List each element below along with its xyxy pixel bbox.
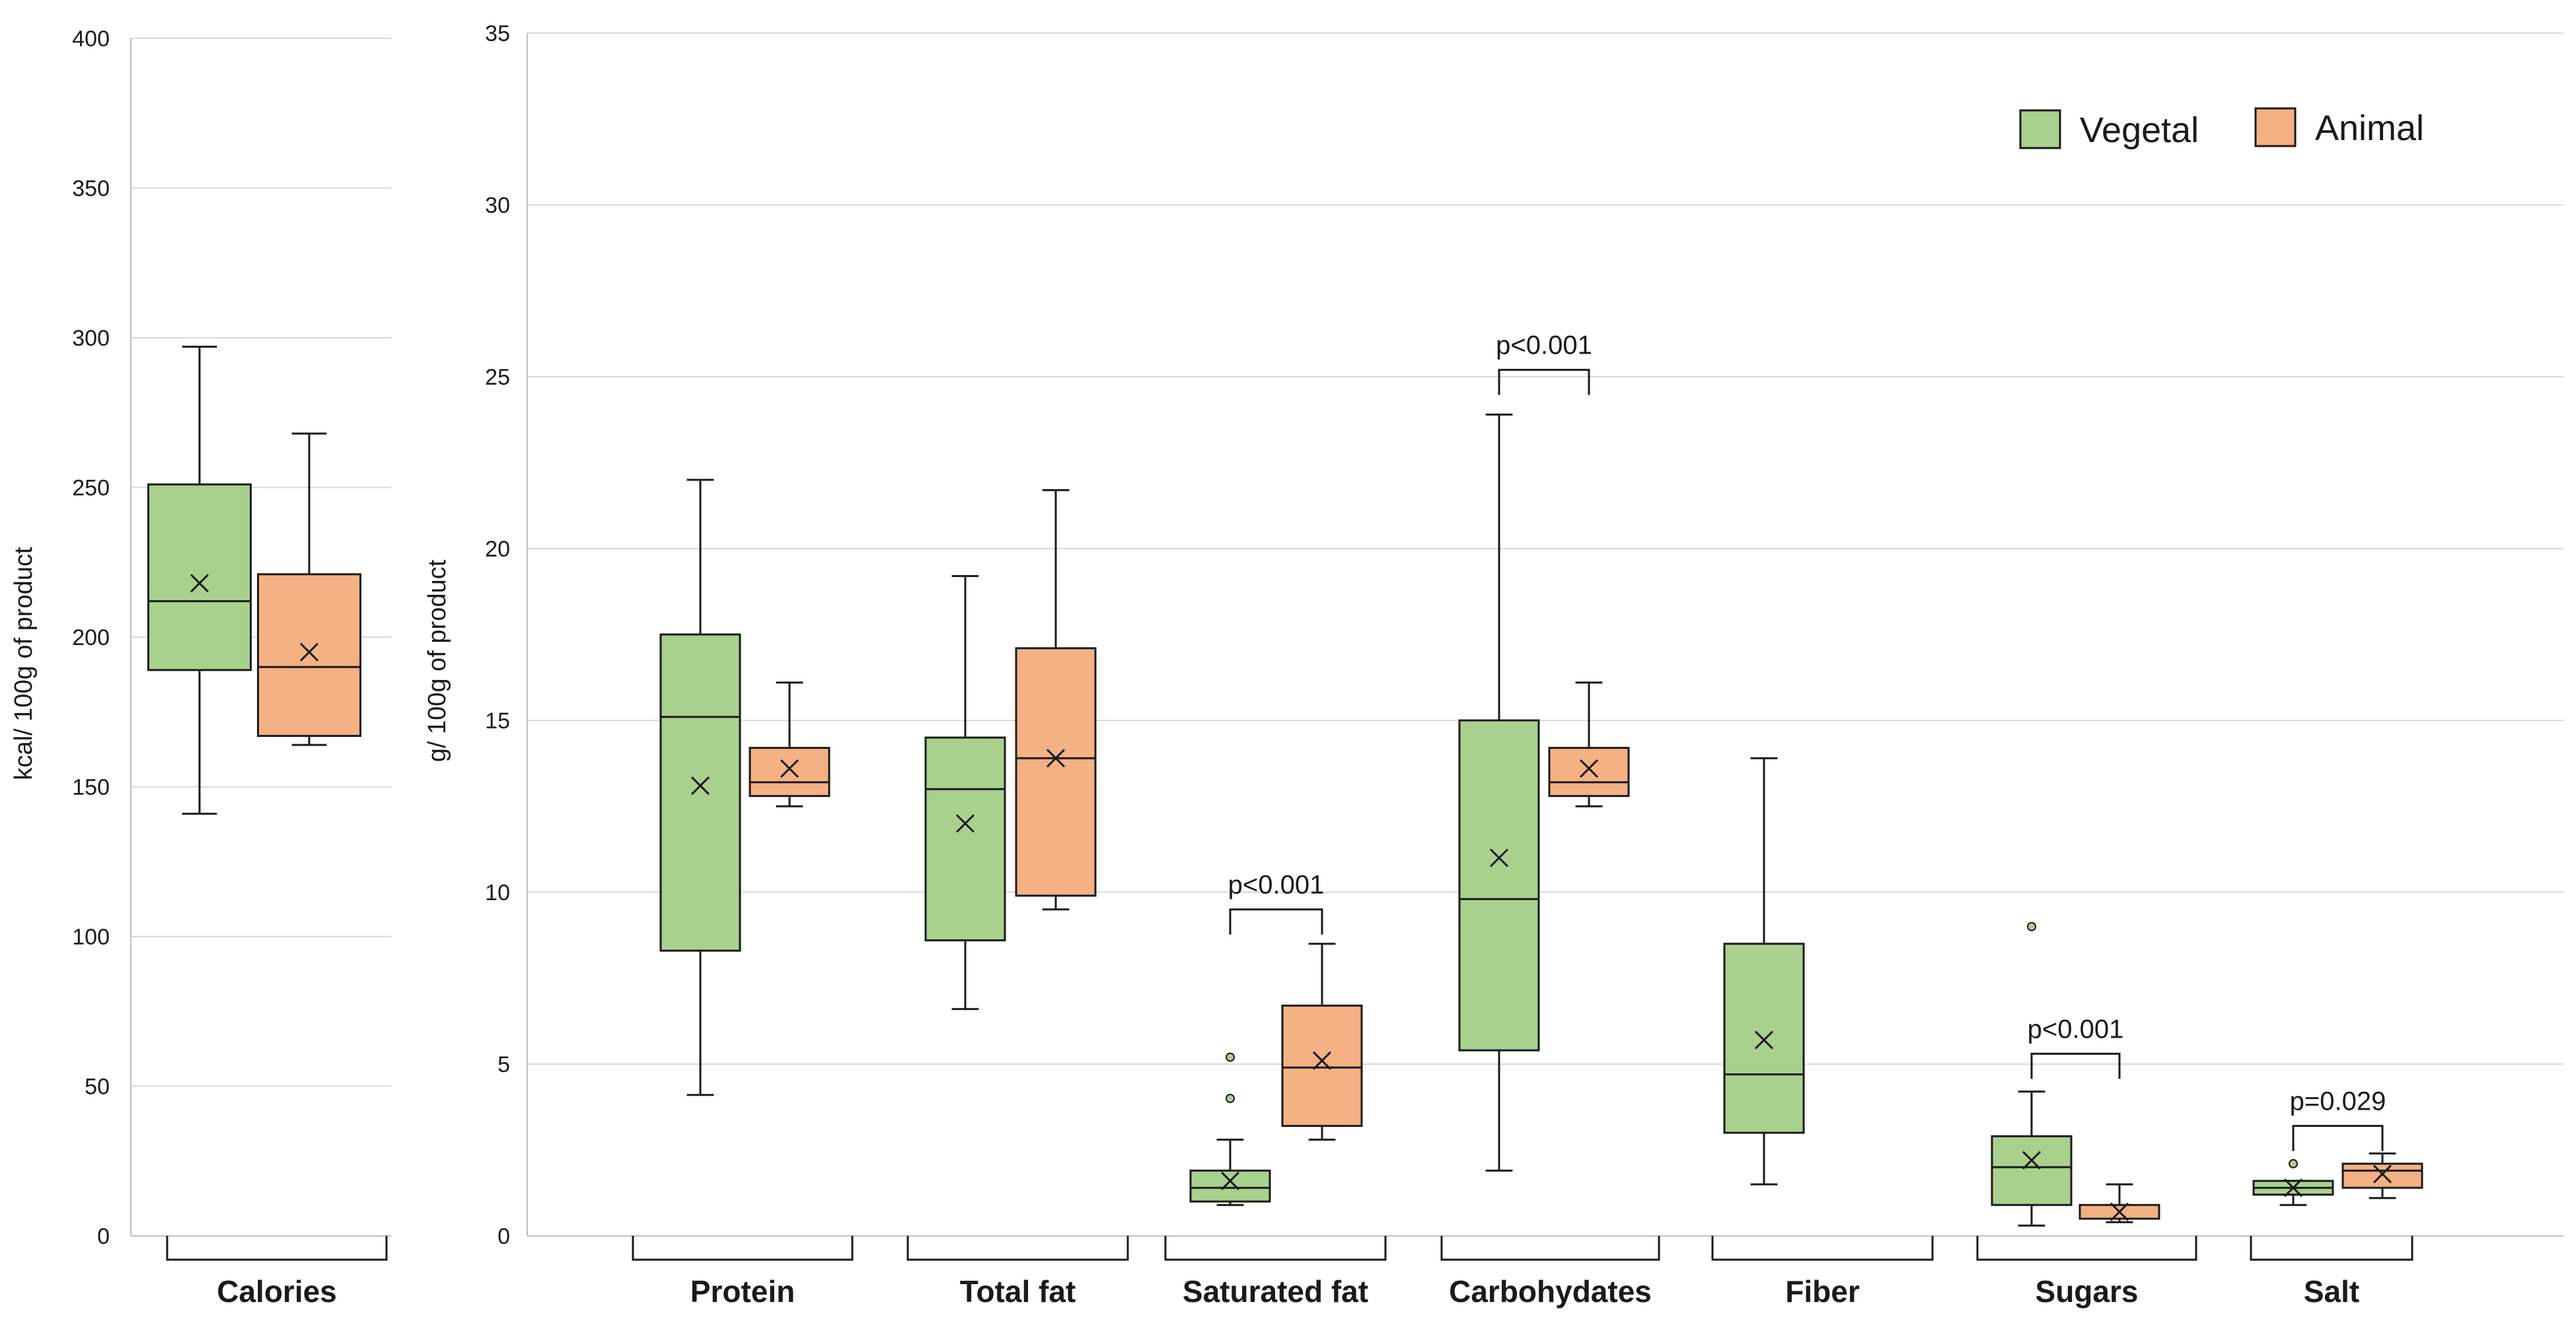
box-animal-carbohydates bbox=[1548, 681, 1630, 808]
significance-bracket-sugars bbox=[2030, 1052, 2121, 1079]
legend-label-vegetal: Vegetal bbox=[2080, 110, 2199, 150]
outlier-point bbox=[2289, 1159, 2298, 1168]
y-tick-label: 350 bbox=[72, 176, 110, 202]
y-tick-label: 300 bbox=[72, 326, 110, 351]
mean-marker bbox=[1579, 759, 1599, 778]
y-axis-title: kcal/ 100g of product bbox=[10, 547, 38, 780]
iqr-box bbox=[257, 573, 361, 737]
box-animal-calories bbox=[257, 432, 361, 746]
category-bracket-salt bbox=[2250, 1236, 2413, 1261]
iqr-box bbox=[1991, 1135, 2073, 1206]
category-bracket-calories bbox=[166, 1236, 388, 1261]
y-tick-label: 15 bbox=[485, 708, 510, 734]
significance-bracket-salt bbox=[2292, 1125, 2384, 1151]
iqr-box bbox=[147, 483, 252, 671]
category-label-salt: Salt bbox=[2304, 1274, 2359, 1309]
significance-bracket-carbohydates bbox=[1498, 369, 1590, 395]
iqr-box bbox=[924, 736, 1006, 942]
category-bracket-total-fat bbox=[906, 1236, 1129, 1261]
y-tick-label: 0 bbox=[97, 1224, 110, 1249]
mean-marker bbox=[690, 776, 710, 795]
y-tick-label: 200 bbox=[72, 625, 110, 650]
mean-marker bbox=[190, 574, 209, 593]
y-tick-label: 10 bbox=[485, 880, 510, 905]
box-vegetal-calories bbox=[147, 346, 252, 815]
p-value-label-sugars: p<0.001 bbox=[2028, 1014, 2124, 1044]
mean-marker bbox=[1220, 1171, 1240, 1190]
box-animal-total-fat bbox=[1015, 489, 1097, 911]
mean-marker bbox=[2022, 1151, 2042, 1170]
mean-marker bbox=[780, 759, 799, 778]
mean-marker bbox=[2110, 1202, 2129, 1221]
category-label-total-fat: Total fat bbox=[960, 1274, 1076, 1309]
legend-label-animal: Animal bbox=[2315, 108, 2424, 148]
box-animal-protein bbox=[749, 681, 830, 808]
iqr-box bbox=[749, 747, 830, 797]
p-value-label-salt: p=0.029 bbox=[2290, 1087, 2386, 1116]
y-tick-label: 5 bbox=[497, 1052, 510, 1077]
category-label-protein: Protein bbox=[690, 1274, 795, 1309]
iqr-box bbox=[1723, 942, 1805, 1134]
box-vegetal-fiber bbox=[1723, 757, 1805, 1186]
y-tick-label: 400 bbox=[72, 26, 110, 52]
y-tick-label: 250 bbox=[72, 476, 110, 501]
mean-marker bbox=[2283, 1178, 2303, 1198]
category-bracket-fiber bbox=[1711, 1236, 1934, 1261]
iqr-box bbox=[659, 633, 741, 952]
mean-marker bbox=[2373, 1165, 2392, 1184]
iqr-box bbox=[1548, 747, 1630, 797]
box-animal-saturated-fat bbox=[1281, 942, 1363, 1141]
box-animal-sugars bbox=[2079, 1183, 2160, 1223]
y-axis-title: g/ 100g of product bbox=[423, 559, 451, 762]
y-tick-label: 100 bbox=[72, 925, 110, 950]
category-label-sugars: Sugars bbox=[2036, 1274, 2139, 1309]
category-bracket-sugars bbox=[1976, 1236, 2197, 1261]
y-tick-label: 30 bbox=[485, 193, 510, 218]
category-label-calories: Calories bbox=[217, 1274, 337, 1309]
legend-swatch-vegetal bbox=[2019, 109, 2061, 149]
box-animal-salt bbox=[2341, 1152, 2423, 1200]
category-label-carbohydates: Carbohydates bbox=[1449, 1274, 1652, 1309]
y-tick-label: 25 bbox=[485, 365, 510, 390]
mean-marker bbox=[299, 642, 319, 662]
category-bracket-carbohydates bbox=[1440, 1236, 1660, 1261]
category-label-saturated-fat: Saturated fat bbox=[1183, 1274, 1368, 1309]
mean-marker bbox=[1489, 848, 1509, 868]
outlier-point bbox=[1226, 1052, 1235, 1062]
significance-bracket-saturated-fat bbox=[1229, 908, 1323, 935]
category-bracket-saturated-fat bbox=[1164, 1236, 1387, 1261]
category-bracket-protein bbox=[632, 1236, 854, 1261]
y-tick-label: 150 bbox=[72, 775, 110, 800]
y-tick-label: 0 bbox=[497, 1224, 510, 1249]
p-value-label-saturated-fat: p<0.001 bbox=[1228, 870, 1325, 899]
mean-marker bbox=[955, 814, 975, 833]
mean-marker bbox=[1046, 749, 1066, 768]
legend: Vegetal Animal bbox=[2019, 107, 2424, 150]
category-label-fiber: Fiber bbox=[1785, 1274, 1860, 1309]
iqr-box bbox=[1015, 647, 1097, 897]
mean-marker bbox=[1312, 1051, 1332, 1070]
legend-swatch-animal bbox=[2254, 107, 2297, 147]
iqr-box bbox=[1189, 1169, 1271, 1203]
calories-panel: 0 50 100 150 200 250 300 350 400 kcal/ 100g of pr… bbox=[10, 26, 391, 1309]
iqr-box bbox=[1281, 1005, 1363, 1128]
box-vegetal-carbohydates bbox=[1458, 413, 1540, 1172]
box-vegetal-sugars bbox=[1991, 922, 2073, 1227]
box-vegetal-protein bbox=[659, 478, 741, 1096]
outlier-point bbox=[1226, 1094, 1235, 1103]
outlier-point bbox=[2027, 922, 2036, 931]
nutrients-panel: 0 5 10 15 20 25 30 35 g/ 100g of product Protein T… bbox=[423, 21, 2563, 1309]
y-tick-label: 50 bbox=[85, 1075, 110, 1100]
y-tick-label: 35 bbox=[485, 21, 510, 46]
p-value-label-carbohydates: p<0.001 bbox=[1496, 331, 1592, 360]
iqr-box bbox=[1458, 719, 1540, 1052]
y-tick-label: 20 bbox=[485, 537, 510, 562]
box-vegetal-saturated-fat bbox=[1189, 1052, 1271, 1206]
iqr-box bbox=[2341, 1163, 2423, 1189]
box-vegetal-total-fat bbox=[924, 575, 1006, 1011]
mean-marker bbox=[1754, 1030, 1774, 1050]
box-vegetal-salt bbox=[2252, 1159, 2334, 1206]
